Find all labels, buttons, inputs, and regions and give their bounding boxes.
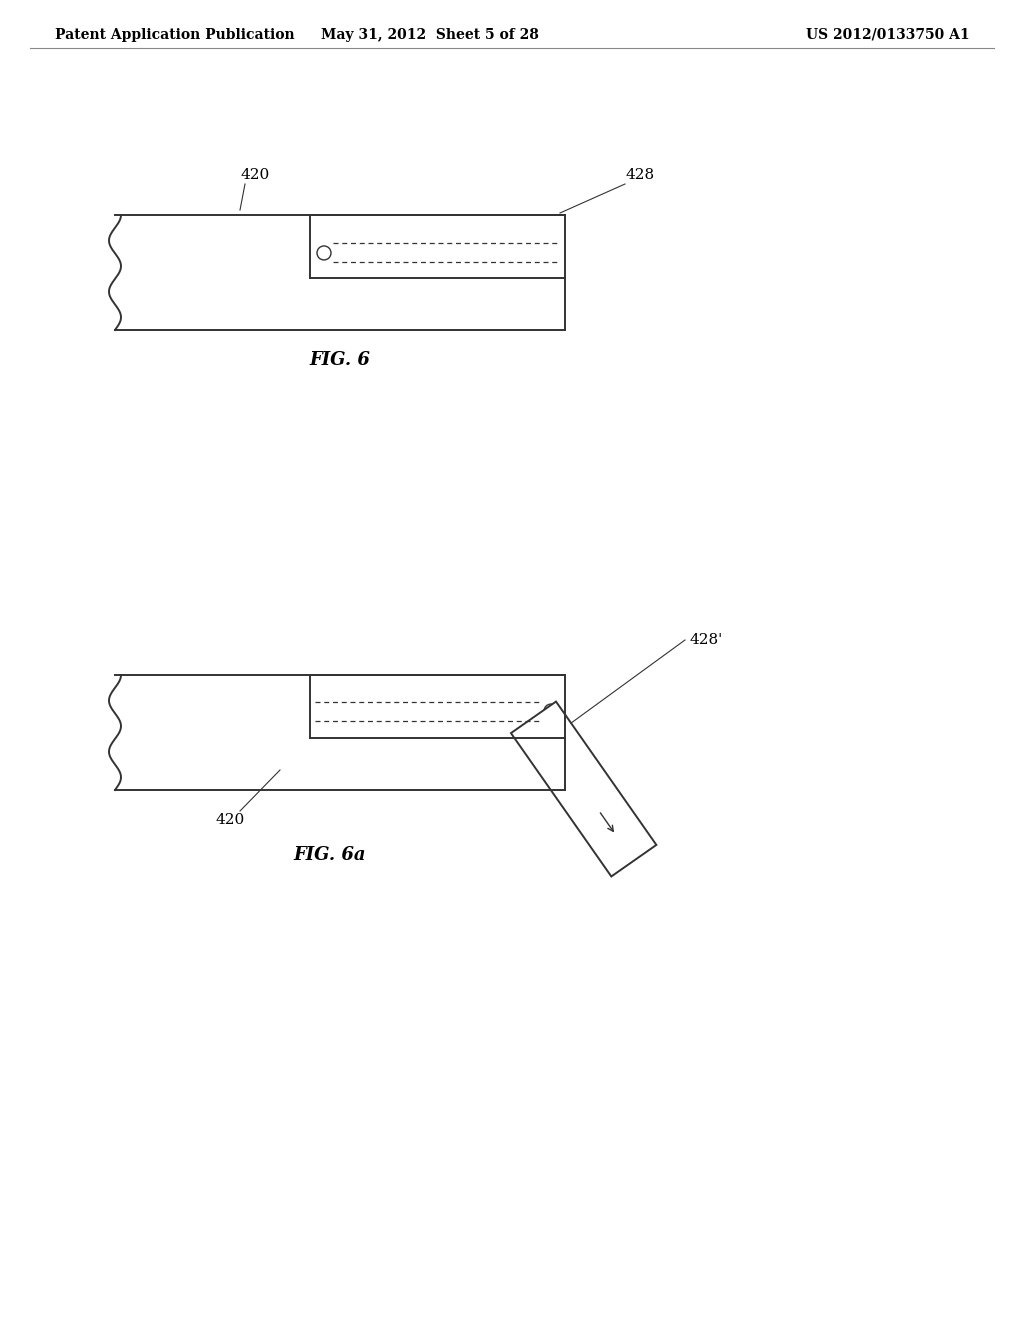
Text: 420: 420 xyxy=(241,168,269,182)
Text: 428: 428 xyxy=(626,168,654,182)
Text: 420: 420 xyxy=(215,813,245,828)
Polygon shape xyxy=(511,701,656,876)
Text: Patent Application Publication: Patent Application Publication xyxy=(55,28,295,42)
Text: FIG. 6a: FIG. 6a xyxy=(294,846,367,865)
Text: 428': 428' xyxy=(690,634,723,647)
Text: May 31, 2012  Sheet 5 of 28: May 31, 2012 Sheet 5 of 28 xyxy=(322,28,539,42)
Text: FIG. 6: FIG. 6 xyxy=(309,351,371,370)
Text: US 2012/0133750 A1: US 2012/0133750 A1 xyxy=(806,28,970,42)
